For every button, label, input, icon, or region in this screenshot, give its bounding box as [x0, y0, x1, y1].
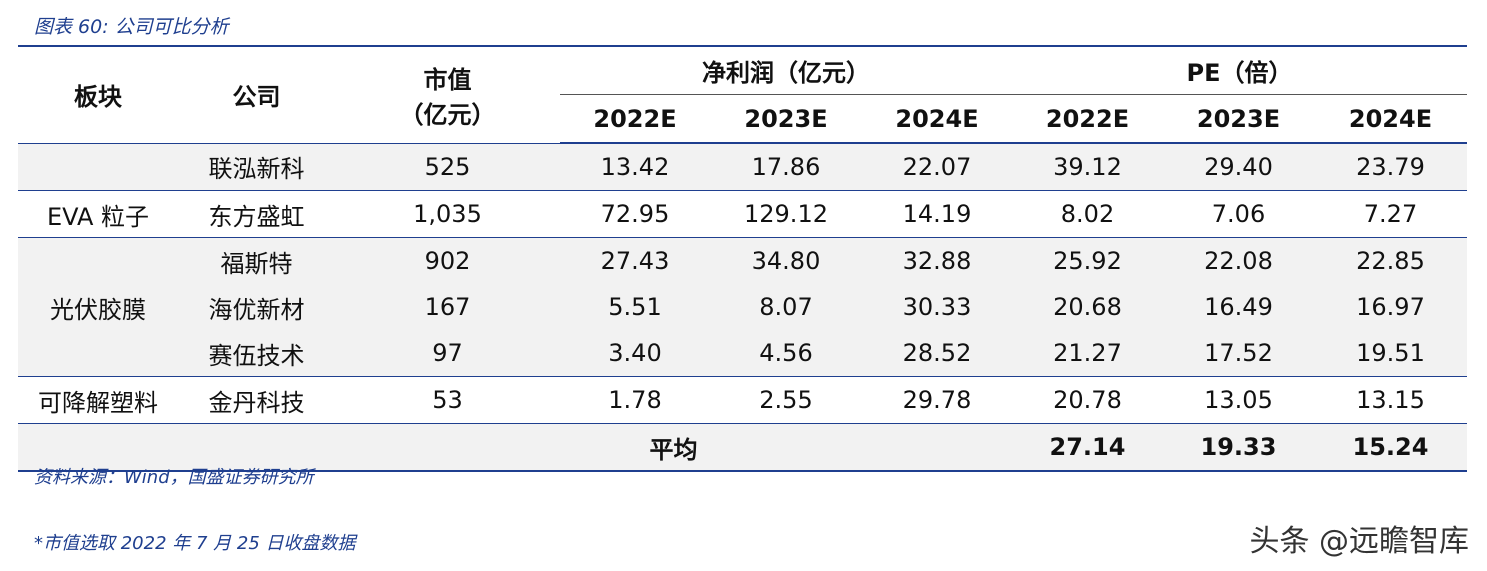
cell: 4.56 [710, 330, 862, 377]
average-cell: 19.33 [1163, 423, 1314, 471]
average-cell: 27.14 [1012, 423, 1163, 471]
cell: 22.07 [862, 142, 1012, 191]
comparison-table: 板块 公司 市值 （亿元） 净利润（亿元） PE（倍） 2022E 2023E 202… [18, 45, 1467, 472]
cell: 19.51 [1314, 330, 1467, 377]
table-row: 联泓新科 525 13.42 17.86 22.07 39.12 29.40 23.79 [18, 142, 1467, 191]
cell: 20.78 [1012, 376, 1163, 424]
cell: 902 [335, 237, 560, 284]
year-header: 2023E [710, 94, 862, 144]
sector-cell [18, 142, 178, 191]
table-row: EVA 粒子 东方盛虹 1,035 72.95 129.12 14.19 8.02 7.06 7… [18, 190, 1467, 238]
cell: 167 [335, 284, 560, 330]
cell: 海优新材 [178, 284, 335, 330]
source: 资料来源：Wind，国盛证券研究所 [34, 467, 314, 488]
cell: 97 [335, 330, 560, 377]
cell: 8.02 [1012, 190, 1163, 238]
cell: 23.79 [1314, 142, 1467, 191]
header-cell: 净利润（亿元） [560, 46, 1012, 95]
cell: 30.33 [862, 284, 1012, 330]
cell: 13.05 [1163, 376, 1314, 424]
cell: 8.07 [710, 284, 862, 330]
cell: 东方盛虹 [178, 190, 335, 238]
cell: 16.49 [1163, 284, 1314, 330]
header-cell: PE（倍） [1012, 46, 1467, 95]
cell: 34.80 [710, 237, 862, 284]
cell: 129.12 [710, 190, 862, 238]
cell: 17.86 [710, 142, 862, 191]
average-label: 平均 [335, 423, 1012, 471]
blank-cell [18, 423, 335, 471]
cell: 28.52 [862, 330, 1012, 377]
cell: 7.27 [1314, 190, 1467, 238]
cell: 金丹科技 [178, 376, 335, 424]
cell: 17.52 [1163, 330, 1314, 377]
cell: 1,035 [335, 190, 560, 238]
year-header: 2022E [560, 94, 710, 144]
header-line: （亿元） [399, 100, 496, 129]
table-row: 赛伍技术 97 3.40 4.56 28.52 21.27 17.52 19.51 [18, 330, 1467, 377]
cell: 21.27 [1012, 330, 1163, 377]
cell: 29.78 [862, 376, 1012, 424]
average-row: 平均 27.14 19.33 15.24 [18, 423, 1467, 471]
cell: 13.42 [560, 142, 710, 191]
cell: 32.88 [862, 237, 1012, 284]
header-cell: 市值 （亿元） [335, 46, 560, 143]
sector-cell: 光伏胶膜 [18, 237, 178, 377]
year-header: 2024E [862, 94, 1012, 144]
caption: 图表 60: 公司可比分析 [34, 16, 229, 38]
cell: 29.40 [1163, 142, 1314, 191]
note: *市值选取 2022 年 7 月 25 日收盘数据 [34, 533, 356, 554]
average-cell: 15.24 [1314, 423, 1467, 471]
cell: 39.12 [1012, 142, 1163, 191]
header-cell: 板块 [74, 83, 122, 112]
table-row: 光伏胶膜 福斯特 902 27.43 34.80 32.88 25.92 22.08 22.85 [18, 237, 1467, 377]
cell: 53 [335, 376, 560, 424]
cell: 525 [335, 142, 560, 191]
year-header: 2023E [1163, 94, 1314, 144]
year-header: 2024E [1314, 94, 1467, 144]
cell: 5.51 [560, 284, 710, 330]
header-line: 市值 [423, 65, 472, 94]
cell: 7.06 [1163, 190, 1314, 238]
year-header: 2022E [1012, 94, 1163, 144]
header-cell: 公司 [232, 83, 281, 112]
sector-cell: 可降解塑料 [18, 376, 178, 424]
cell: 27.43 [560, 237, 710, 284]
cell: 16.97 [1314, 284, 1467, 330]
cell: 赛伍技术 [178, 330, 335, 377]
cell: 14.19 [862, 190, 1012, 238]
cell: 22.08 [1163, 237, 1314, 284]
cell: 2.55 [710, 376, 862, 424]
cell: 3.40 [560, 330, 710, 377]
table-row: 可降解塑料 金丹科技 53 1.78 2.55 29.78 20.78 13.05 13.15 [18, 376, 1467, 424]
cell: 1.78 [560, 376, 710, 424]
watermark: 头条 @远瞻智库 [1249, 524, 1469, 559]
cell: 25.92 [1012, 237, 1163, 284]
cell: 联泓新科 [178, 142, 335, 191]
sector-cell: EVA 粒子 [18, 190, 178, 238]
cell: 22.85 [1314, 237, 1467, 284]
table-row: 海优新材 167 5.51 8.07 30.33 20.68 16.49 16.97 [18, 284, 1467, 330]
cell: 20.68 [1012, 284, 1163, 330]
cell: 13.15 [1314, 376, 1467, 424]
cell: 72.95 [560, 190, 710, 238]
cell: 福斯特 [178, 237, 335, 284]
